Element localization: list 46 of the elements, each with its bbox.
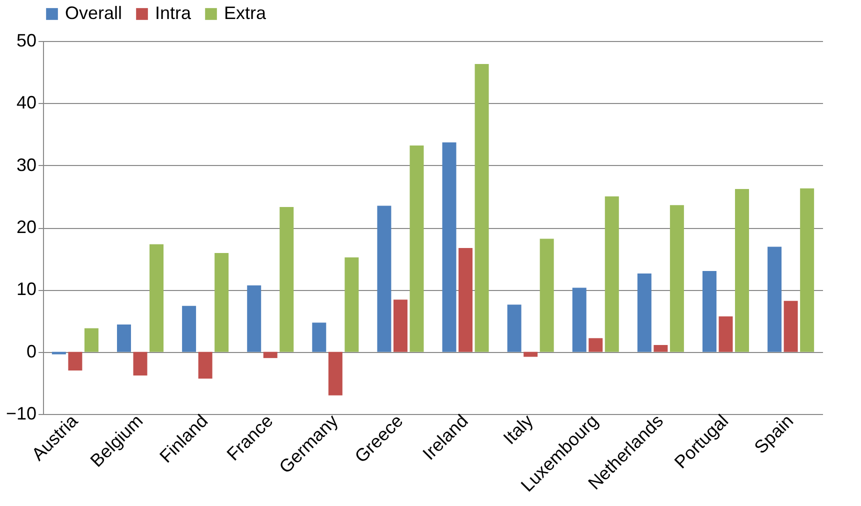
bar	[735, 188, 750, 352]
bar	[474, 64, 489, 352]
bar	[507, 304, 522, 352]
bar	[150, 244, 164, 352]
bar	[572, 288, 586, 352]
bar	[702, 271, 716, 352]
bar	[637, 274, 652, 352]
bar	[458, 248, 473, 352]
bar	[198, 352, 212, 379]
bar	[410, 145, 424, 352]
bar	[68, 352, 82, 370]
y-tick-label: 30	[16, 154, 36, 175]
bar	[393, 300, 408, 352]
y-tick-label: 20	[16, 217, 36, 237]
y-tick-label: −10	[6, 404, 36, 424]
bar	[263, 352, 278, 358]
bar	[133, 352, 148, 376]
bar	[328, 352, 342, 396]
y-tick-label: 0	[26, 341, 36, 362]
legend-label: Overall	[65, 3, 122, 23]
bar	[280, 206, 294, 352]
bar	[377, 206, 392, 352]
bar	[670, 205, 684, 352]
bar	[604, 196, 619, 352]
bar	[718, 316, 733, 352]
bar	[442, 142, 456, 352]
bar	[588, 338, 603, 352]
bar	[540, 238, 554, 352]
bar	[214, 252, 229, 352]
bar	[182, 306, 196, 352]
bar	[344, 257, 359, 352]
bar	[116, 324, 131, 352]
bar	[800, 188, 814, 352]
y-tick-label: 10	[16, 279, 36, 300]
bar	[84, 328, 98, 352]
bar	[312, 322, 326, 352]
y-tick-label: 50	[16, 30, 36, 50]
bar	[768, 246, 782, 352]
bar	[654, 344, 668, 352]
bar	[52, 352, 66, 354]
legend-label: Intra	[155, 3, 192, 23]
bar	[784, 300, 798, 352]
y-tick-label: 40	[16, 92, 36, 113]
bar	[524, 352, 538, 357]
legend-label: Extra	[224, 3, 267, 23]
bar	[247, 285, 262, 352]
